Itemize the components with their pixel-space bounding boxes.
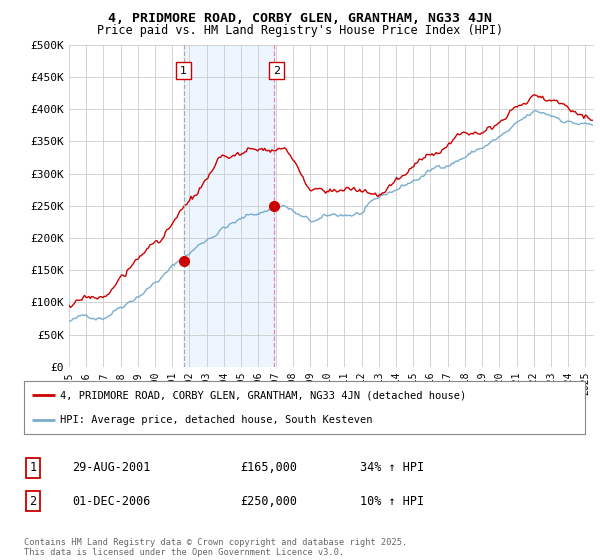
Text: 34% ↑ HPI: 34% ↑ HPI bbox=[360, 461, 424, 474]
Text: 2: 2 bbox=[29, 494, 37, 508]
Text: 1: 1 bbox=[29, 461, 37, 474]
Text: 4, PRIDMORE ROAD, CORBY GLEN, GRANTHAM, NG33 4JN (detached house): 4, PRIDMORE ROAD, CORBY GLEN, GRANTHAM, … bbox=[61, 390, 467, 400]
Text: 01-DEC-2006: 01-DEC-2006 bbox=[72, 494, 151, 508]
Text: £165,000: £165,000 bbox=[240, 461, 297, 474]
Text: £250,000: £250,000 bbox=[240, 494, 297, 508]
Text: 29-AUG-2001: 29-AUG-2001 bbox=[72, 461, 151, 474]
Bar bbox=[184, 45, 274, 367]
Text: Price paid vs. HM Land Registry's House Price Index (HPI): Price paid vs. HM Land Registry's House … bbox=[97, 24, 503, 36]
Text: 1: 1 bbox=[180, 66, 187, 76]
Text: 10% ↑ HPI: 10% ↑ HPI bbox=[360, 494, 424, 508]
Text: 4, PRIDMORE ROAD, CORBY GLEN, GRANTHAM, NG33 4JN: 4, PRIDMORE ROAD, CORBY GLEN, GRANTHAM, … bbox=[108, 12, 492, 25]
Text: Contains HM Land Registry data © Crown copyright and database right 2025.
This d: Contains HM Land Registry data © Crown c… bbox=[24, 538, 407, 557]
Text: 2: 2 bbox=[273, 66, 280, 76]
Text: HPI: Average price, detached house, South Kesteven: HPI: Average price, detached house, Sout… bbox=[61, 414, 373, 424]
